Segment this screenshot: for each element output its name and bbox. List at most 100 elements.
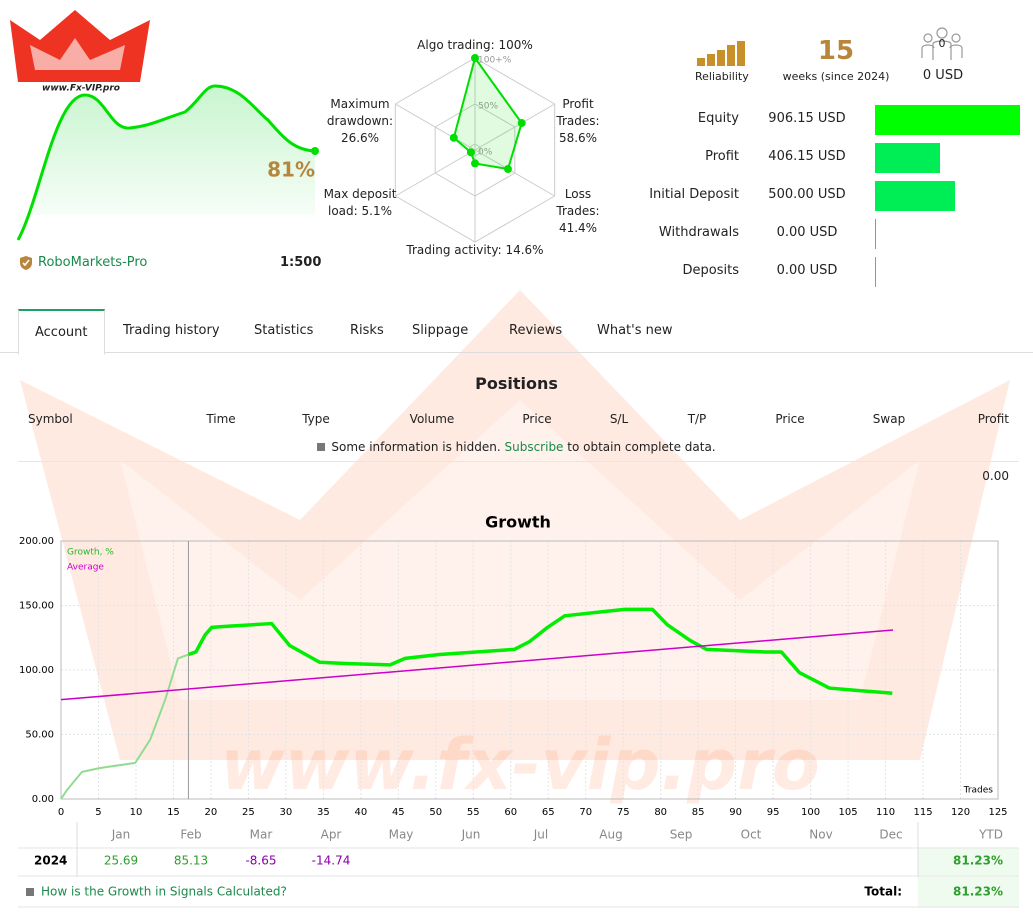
month-header: Jan (111, 828, 131, 842)
radar-point (471, 159, 479, 168)
x-tick-label: 10 (130, 807, 143, 818)
tab[interactable]: Reviews (509, 323, 563, 338)
y-tick-label: 50.00 (25, 730, 54, 741)
series-line (60, 653, 189, 800)
month-value: 85.13 (174, 854, 208, 868)
column-header: Price (775, 412, 805, 426)
radar-label: Max deposit load: 5.1% (323, 187, 397, 218)
x-tick-label: 30 (280, 807, 293, 818)
tab[interactable]: Slippage (412, 323, 469, 338)
x-tick-label: 80 (654, 807, 667, 818)
balance-bar (875, 181, 955, 211)
month-header: Sep (670, 828, 693, 842)
radar-point (503, 165, 512, 174)
column-header: Time (206, 412, 236, 426)
balance-bar (875, 219, 876, 249)
logo-text: www.Fx-VIP.pro (42, 84, 120, 94)
month-header: Dec (879, 828, 902, 842)
balance-label: Withdrawals (658, 225, 739, 240)
balance-bar (875, 143, 940, 173)
column-header: Symbol (28, 412, 73, 426)
month-header: Jul (533, 828, 548, 842)
tab[interactable]: Account (18, 309, 105, 355)
x-tick-label: 5 (95, 807, 101, 818)
month-value: -14.74 (312, 854, 351, 868)
radar-chart: 100+% 50% 0% (394, 54, 556, 243)
radar-point (466, 148, 475, 157)
growth-info-link[interactable]: How is the Growth in Signals Calculated? (41, 885, 287, 899)
growth-percent: 81% (267, 158, 315, 182)
notice-icon (317, 443, 326, 451)
positions-title: Positions (475, 374, 558, 393)
ytd-value: 81.23% (953, 854, 1003, 868)
tab-divider (0, 352, 1033, 353)
radar-tick-label: 50% (478, 102, 498, 112)
subscribe-link[interactable]: Subscribe (504, 440, 564, 454)
subscribers-count: 0 (938, 37, 946, 50)
year-label: 2024 (34, 854, 67, 868)
radar-spoke (395, 149, 476, 197)
x-tick-label: 105 (839, 807, 858, 818)
y-tick-label: 150.00 (19, 601, 54, 612)
y-tick-label: 200.00 (19, 536, 54, 547)
balance-label: Equity (697, 111, 739, 126)
radar-label: Algo trading: 100% (417, 38, 533, 52)
balance-label: Initial Deposit (649, 187, 739, 202)
tab[interactable]: Risks (350, 323, 384, 338)
balance-value: 0.00 USD (776, 225, 838, 240)
month-header: Apr (321, 828, 342, 842)
radar-label: Maximum drawdown: 26.6% (326, 97, 394, 145)
x-tick-label: 40 (354, 807, 367, 818)
x-tick-label: 20 (205, 807, 218, 818)
radar-label: Profit Trades: 58.6% (556, 97, 600, 145)
radar-point (517, 119, 526, 128)
tab[interactable]: What's new (597, 323, 673, 338)
x-tick-label: 100 (801, 807, 820, 818)
tab[interactable]: Trading history (123, 323, 220, 338)
logo: www.Fx-VIP.pro (10, 10, 150, 94)
radar-spoke (474, 149, 555, 197)
y-tick-label: 100.00 (19, 665, 54, 676)
radar-label: Loss Trades: 41.4% (556, 187, 600, 235)
x-tick-label: 120 (951, 807, 970, 818)
x-tick-label: 85 (692, 807, 705, 818)
month-header: Oct (741, 828, 762, 842)
x-tick-label: 75 (617, 807, 630, 818)
radar-tick-label: 100+% (478, 56, 512, 66)
radar-spoke (395, 103, 476, 151)
radar-label: Trading activity: 14.6% (406, 243, 544, 257)
x-tick-label: 125 (988, 807, 1007, 818)
balance-label: Deposits (682, 263, 739, 278)
x-tick-label: 70 (579, 807, 592, 818)
y-tick-label: 0.00 (32, 794, 54, 805)
month-header: Aug (599, 828, 622, 842)
x-tick-label: 110 (876, 807, 895, 818)
weeks-label: weeks (since 2024) (782, 70, 890, 83)
balance-bar (875, 105, 1020, 135)
tab[interactable]: Statistics (254, 323, 314, 338)
x-tick-label: 35 (317, 807, 330, 818)
balance-bar (875, 257, 876, 287)
x-axis-label: Trades (963, 786, 994, 796)
month-value: 25.69 (104, 854, 138, 868)
row-divider (18, 461, 1019, 462)
column-header: S/L (609, 412, 629, 426)
column-header: Type (302, 412, 330, 426)
ytd-header: YTD (978, 828, 1003, 842)
month-header: Jun (461, 828, 481, 842)
column-header: Profit (977, 412, 1009, 426)
broker-link[interactable]: RoboMarkets-Pro (38, 255, 148, 270)
column-header: Price (522, 412, 552, 426)
broker-icon (20, 256, 32, 270)
positions-total: 0.00 (982, 469, 1009, 483)
balance-value: 906.15 USD (768, 111, 846, 126)
x-tick-label: 45 (392, 807, 405, 818)
leverage: 1:500 (280, 255, 322, 270)
x-tick-label: 50 (429, 807, 442, 818)
legend-entry: Average (67, 563, 104, 573)
x-tick-label: 0 (58, 807, 64, 818)
notice-text: to obtain complete data. (567, 440, 716, 454)
